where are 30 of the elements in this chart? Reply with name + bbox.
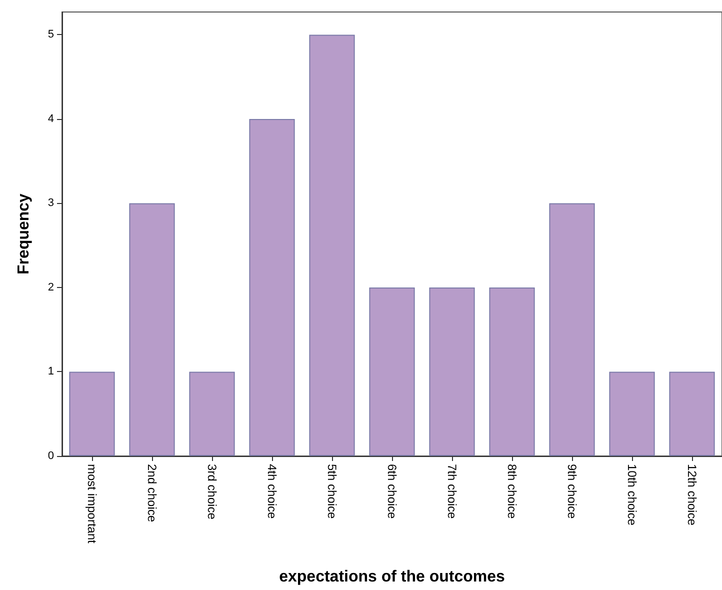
x-tick-label: 6th choice	[385, 464, 399, 520]
y-tick-label: 5	[48, 28, 54, 41]
x-tick-label: 12th choice	[685, 464, 699, 526]
y-tick-label: 4	[48, 113, 54, 125]
bar	[129, 203, 175, 456]
x-tick-label: 7th choice	[445, 464, 459, 520]
y-tick-label: 1	[48, 366, 54, 378]
bar	[489, 288, 535, 456]
x-tick-label: 8th choice	[505, 464, 519, 520]
x-tick-label: 9th choice	[565, 464, 579, 520]
y-tick-label: 3	[48, 197, 54, 210]
bar	[549, 203, 595, 456]
y-axis-title: Frequency	[16, 193, 32, 274]
x-tick-label: 5th choice	[325, 464, 339, 520]
x-tick-label: 2nd choice	[145, 464, 159, 522]
bar	[189, 372, 235, 456]
y-tick-label: 0	[48, 450, 54, 462]
bar	[249, 119, 295, 456]
bar	[369, 288, 415, 456]
bar	[609, 372, 655, 456]
x-tick-label: 10th choice	[625, 464, 639, 526]
x-tick-label: most important	[85, 464, 99, 544]
x-tick-label: 3rd choice	[205, 464, 219, 520]
bar	[69, 372, 115, 456]
bar	[429, 288, 475, 456]
y-tick-label: 2	[48, 282, 54, 294]
bar	[669, 372, 715, 456]
x-axis-title: expectations of the outcomes	[279, 568, 506, 586]
x-tick-label: 4th choice	[265, 464, 279, 520]
bar	[309, 34, 355, 456]
